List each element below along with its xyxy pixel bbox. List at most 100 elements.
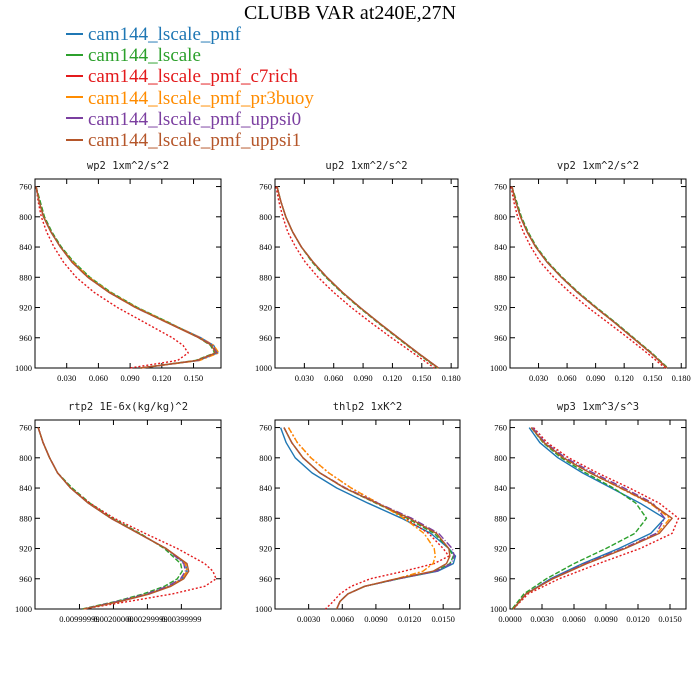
x-tick-label: 0.180 (442, 373, 461, 383)
series-line-cam144-lscale (511, 427, 648, 610)
series-line-cam144-lscale-pmf-pr3buoy (35, 186, 220, 369)
series-line-cam144-lscale (35, 186, 216, 369)
plot-frame (34, 419, 222, 610)
series-line-cam144-lscale (37, 427, 183, 610)
x-tick-label: 0.090 (121, 373, 140, 383)
panel-title: wp2 1xm^2/s^2 (87, 160, 169, 172)
series-line-cam144-lscale (276, 186, 438, 369)
plot-frame (509, 178, 687, 369)
legend-item: cam144_lscale_pmf_pr3buoy (66, 88, 314, 109)
legend-swatch (66, 96, 83, 99)
series-line-cam144-lscale-pmf-c7rich (512, 427, 680, 610)
panel-title: vp2 1xm^2/s^2 (557, 160, 639, 172)
y-tick-label: 960 (494, 574, 507, 584)
y-tick-label: 960 (494, 333, 507, 343)
y-tick-label: 840 (19, 242, 32, 252)
y-tick-label: 920 (259, 544, 272, 554)
panel-2: up2 1xm^2/s^2 760 800 840 880 920 960 1000 0.030… (255, 160, 461, 383)
series-line-cam144-lscale-pmf (276, 186, 439, 369)
series-line-cam144-lscale-pmf-uppsi1 (511, 186, 668, 369)
y-tick-label: 920 (494, 303, 507, 313)
panel-title: wp3 1xm^3/s^3 (557, 401, 639, 413)
y-tick-label: 1000 (255, 363, 272, 373)
series-line-cam144-lscale-pmf-c7rich (35, 186, 189, 369)
legend: cam144_lscale_pmf cam144_lscale cam144_lsc… (66, 24, 314, 151)
series-line-cam144-lscale-pmf-c7rich (510, 186, 666, 369)
x-tick-label: 0.0060 (331, 614, 354, 624)
y-tick-label: 880 (259, 513, 272, 523)
x-tick-label: 0.0030 (530, 614, 553, 624)
x-tick-label: 0.150 (184, 373, 203, 383)
x-tick-label: 0.00999999 (59, 614, 99, 624)
x-tick-label: 0.060 (558, 373, 577, 383)
x-tick-label: 0.150 (643, 373, 662, 383)
x-tick-label: 0.030 (57, 373, 76, 383)
legend-item: cam144_lscale_pmf_uppsi0 (66, 109, 314, 130)
plot-frame (34, 178, 222, 369)
legend-label: cam144_lscale_pmf (88, 24, 242, 45)
y-tick-label: 800 (259, 212, 272, 222)
series-line-cam144-lscale-pmf-c7rich (275, 186, 435, 369)
series-line-cam144-lscale-pmf-uppsi1 (276, 186, 439, 369)
series-line-cam144-lscale-pmf-uppsi1 (283, 427, 451, 610)
x-tick-label: 0.0030 (297, 614, 320, 624)
legend-label: cam144_lscale_pmf_c7rich (88, 66, 298, 88)
series-line-cam144-lscale (511, 186, 669, 369)
x-tick-label: 0.120 (383, 373, 402, 383)
y-tick-label: 760 (259, 423, 272, 433)
series-line-cam144-lscale-pmf-pr3buoy (287, 427, 436, 610)
x-tick-label: 0.00299999 (127, 614, 167, 624)
legend-swatch (66, 138, 83, 141)
panel-6: wp3 1xm^3/s^3 760 800 840 880 920 960 10000.000… (490, 401, 687, 624)
x-tick-label: 0.030 (529, 373, 548, 383)
x-tick-label: 0.180 (672, 373, 691, 383)
y-tick-label: 920 (19, 303, 32, 313)
x-tick-label: 0.0000 (498, 614, 521, 624)
x-tick-label: 0.090 (586, 373, 605, 383)
y-tick-label: 760 (494, 182, 507, 192)
plot-frame (274, 419, 461, 610)
y-tick-label: 960 (259, 333, 272, 343)
panel-title: thlp2 1xK^2 (333, 401, 403, 413)
y-tick-label: 840 (19, 483, 32, 493)
panel-3: vp2 1xm^2/s^2 760 800 840 880 920 960 1000 0.030… (490, 160, 691, 383)
legend-swatch (66, 75, 83, 78)
y-tick-label: 760 (259, 182, 272, 192)
panel-title: up2 1xm^2/s^2 (325, 160, 407, 172)
plot-frame (509, 419, 687, 610)
x-tick-label: 0.0150 (431, 614, 454, 624)
y-tick-label: 800 (494, 212, 507, 222)
legend-swatch (66, 117, 83, 120)
legend-swatch (66, 32, 83, 35)
series-line-cam144-lscale-pmf-uppsi0 (512, 427, 666, 610)
x-tick-label: 0.120 (615, 373, 634, 383)
chart-title: CLUBB VAR at240E,27N (243, 2, 457, 24)
panel-title: rtp2 1E-6x(kg/kg)^2 (68, 401, 188, 413)
y-tick-label: 840 (494, 242, 507, 252)
y-tick-label: 800 (259, 453, 272, 463)
series-line-cam144-lscale-pmf (279, 427, 457, 610)
x-tick-label: 0.0060 (562, 614, 585, 624)
x-tick-label: 0.030 (295, 373, 314, 383)
y-tick-label: 920 (259, 303, 272, 313)
y-tick-label: 1000 (15, 363, 32, 373)
x-tick-label: 0.0090 (594, 614, 617, 624)
y-tick-label: 800 (19, 453, 32, 463)
legend-item: cam144_lscale_pmf (66, 24, 314, 45)
y-tick-label: 880 (494, 513, 507, 523)
legend-swatch (66, 53, 83, 56)
y-tick-label: 840 (494, 483, 507, 493)
y-tick-label: 760 (494, 423, 507, 433)
y-tick-label: 880 (19, 513, 32, 523)
panel-4: rtp2 1E-6x(kg/kg)^2 760 800 840 880 920 960 100… (15, 401, 222, 624)
x-tick-label: 0.00399999 (161, 614, 201, 624)
series-line-cam144-lscale-pmf (511, 186, 668, 369)
x-tick-label: 0.120 (152, 373, 171, 383)
legend-label: cam144_lscale_pmf_uppsi1 (88, 129, 302, 151)
legend-label: cam144_lscale (88, 45, 201, 67)
y-tick-label: 1000 (490, 363, 507, 373)
series-line-cam144-lscale-pmf-uppsi1 (37, 427, 190, 610)
x-tick-label: 0.0150 (658, 614, 681, 624)
y-tick-label: 880 (259, 272, 272, 282)
y-tick-label: 800 (494, 453, 507, 463)
